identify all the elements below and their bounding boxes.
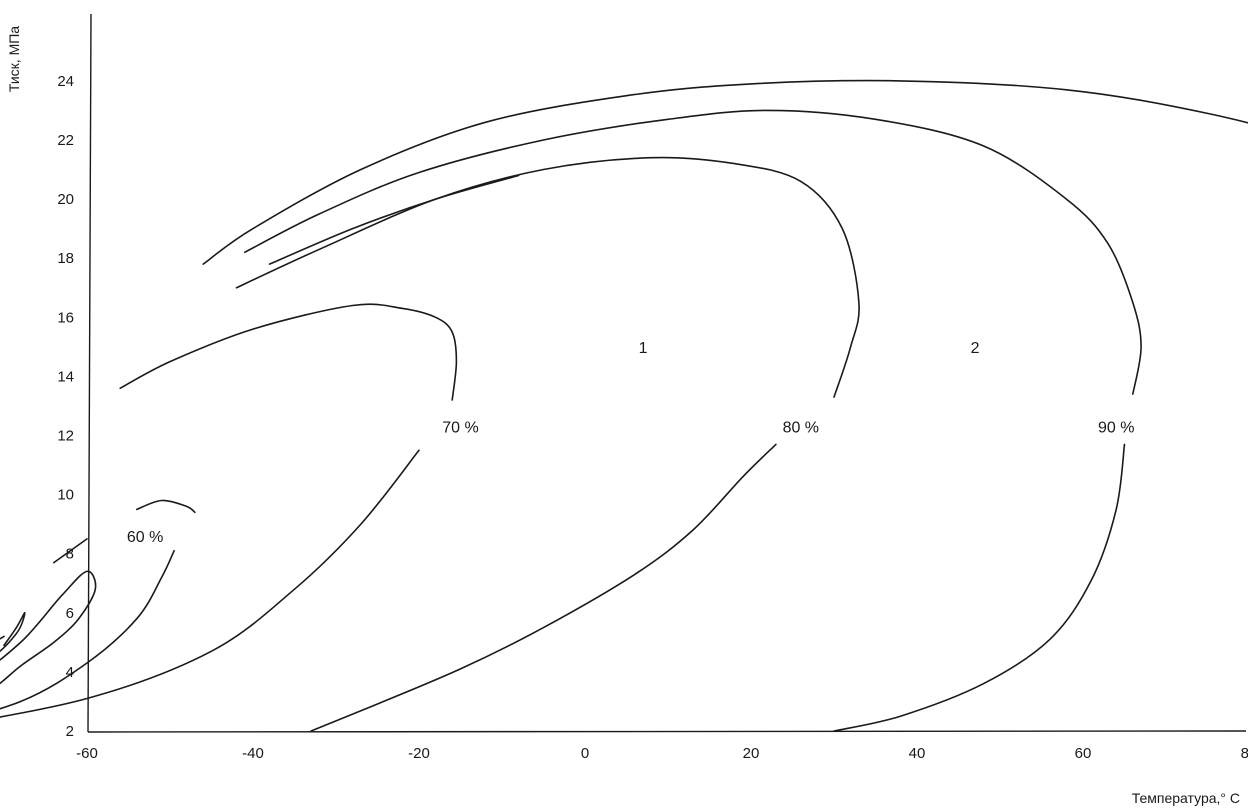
isoline-70-label: 70 % xyxy=(442,420,478,437)
x-tick-label: 40 xyxy=(909,745,926,762)
isoline-100-curve xyxy=(202,79,1248,265)
isoline-curve xyxy=(0,611,26,653)
region-label-1: 1 xyxy=(639,340,648,357)
x-tick-label: 60 xyxy=(1075,745,1092,762)
isoline-80-curve xyxy=(310,443,777,732)
isoline-60-curve xyxy=(53,538,88,564)
y-tick-label: 12 xyxy=(57,428,74,445)
x-tick-label: 0 xyxy=(581,745,589,762)
y-tick-label: 2 xyxy=(66,723,74,740)
y-axis-title: Тиск, МПа xyxy=(6,26,22,92)
isoline-60-curve xyxy=(136,499,196,514)
axes xyxy=(87,13,1247,733)
y-tick-label: 10 xyxy=(57,487,74,504)
isoline-70-curve xyxy=(0,449,420,718)
y-tick-label: 14 xyxy=(57,368,74,385)
y-tick-label: 22 xyxy=(57,132,74,149)
x-tick-labels: -100-80-60-40-20020406080100120140 xyxy=(76,745,1248,762)
isoline-90-label: 90 % xyxy=(1098,420,1134,437)
x-tick-label: 80 xyxy=(1241,745,1248,762)
isoline-80-label: 80 % xyxy=(783,420,819,437)
y-tick-label: 8 xyxy=(66,546,74,563)
isoline-curve xyxy=(0,570,97,685)
y-tick-label: 4 xyxy=(66,664,74,681)
x-tick-label: -40 xyxy=(242,745,264,762)
isoline-60-curve xyxy=(0,549,175,710)
y-tick-label: 16 xyxy=(57,309,74,326)
isoline-curve xyxy=(268,174,520,265)
region-label-2: 2 xyxy=(971,340,980,357)
y-axis-line xyxy=(87,13,92,733)
x-tick-label: -60 xyxy=(76,745,98,762)
y-tick-label: 6 xyxy=(66,605,74,622)
isoline-90-curve xyxy=(833,443,1126,732)
isoline-labels: 0 %60 %70 %80 %90 %100 % xyxy=(127,420,1135,546)
x-tick-label: -20 xyxy=(408,745,430,762)
isoline-90-curve xyxy=(243,109,1142,395)
isoline-80-curve xyxy=(235,156,860,398)
x-axis-title: Температура,° С xyxy=(1132,790,1240,806)
annotations: 123Тпл xyxy=(639,340,980,357)
isoline-curves xyxy=(0,79,1248,732)
y-tick-label: 18 xyxy=(57,250,74,267)
isoline-60-label: 60 % xyxy=(127,529,163,546)
y-tick-label: 20 xyxy=(57,191,74,208)
x-axis-line xyxy=(87,730,1247,733)
x-tick-label: 20 xyxy=(743,745,760,762)
isoline-70-curve xyxy=(119,303,458,401)
y-tick-label: 24 xyxy=(57,73,74,90)
